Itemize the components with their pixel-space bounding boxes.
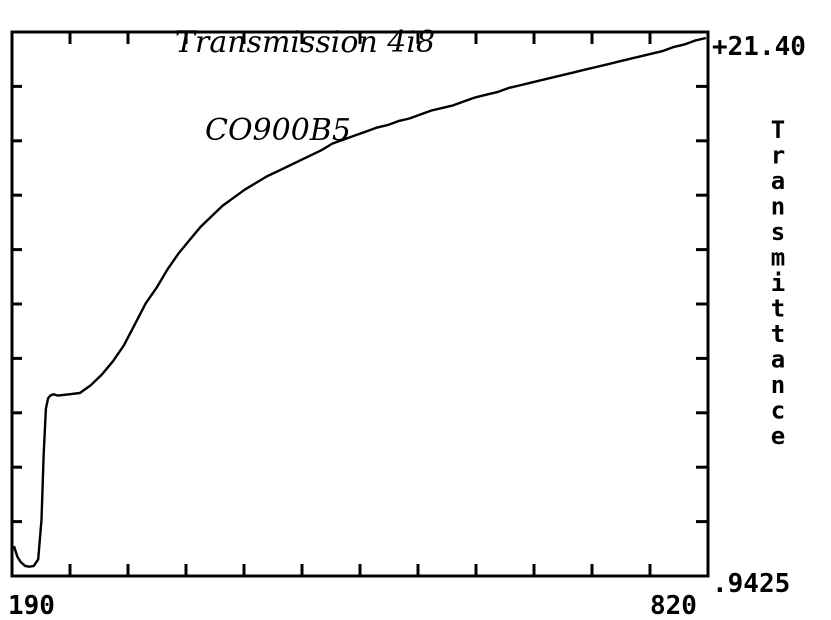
y-tick-label-min: .9425: [712, 569, 790, 599]
axis-ticks: [10, 30, 710, 578]
chart-title: Transmission 4i8: [175, 25, 435, 60]
y-tick-label-max: +21.40: [712, 32, 806, 62]
transmittance-series-line: [12, 36, 707, 568]
chart-annotation: CO900B5: [205, 113, 351, 148]
x-tick-label-start: 190: [8, 591, 55, 620]
x-tick-label-end: 820: [650, 591, 697, 620]
plot-frame: [10, 30, 710, 578]
